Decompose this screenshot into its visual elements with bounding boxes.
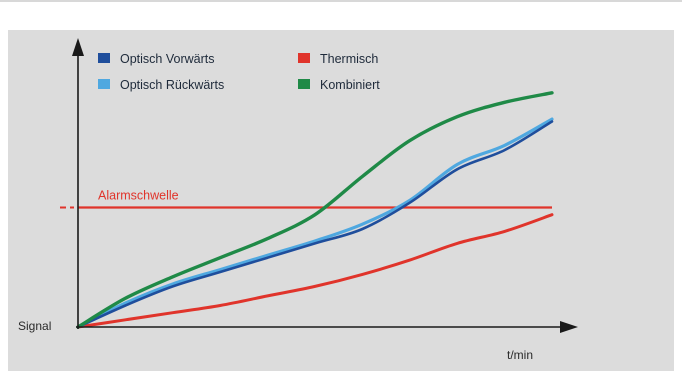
legend-swatch-2: [98, 79, 110, 89]
x-axis-label: t/min: [507, 348, 533, 362]
x-axis-arrow: [560, 321, 578, 333]
legend-swatch-3: [298, 53, 310, 63]
legend-swatch-4: [298, 79, 310, 89]
series-line-1: [76, 120, 554, 329]
chart-panel: [8, 30, 674, 371]
top-rule: [0, 0, 682, 2]
y-axis-label: Signal: [18, 319, 51, 333]
legend-label-3: Thermisch: [320, 52, 378, 66]
legend-label-2: Optisch Rückwärts: [120, 78, 224, 92]
series-line-4: [76, 91, 554, 329]
legend-label-1: Optisch Vorwärts: [120, 52, 214, 66]
threshold-label: Alarmschwelle: [98, 189, 179, 203]
series-line-2: [76, 117, 554, 329]
y-axis-arrow: [72, 38, 84, 56]
legend-label-4: Kombiniert: [320, 78, 380, 92]
legend-swatch-1: [98, 53, 110, 63]
series-line-3: [76, 213, 554, 329]
